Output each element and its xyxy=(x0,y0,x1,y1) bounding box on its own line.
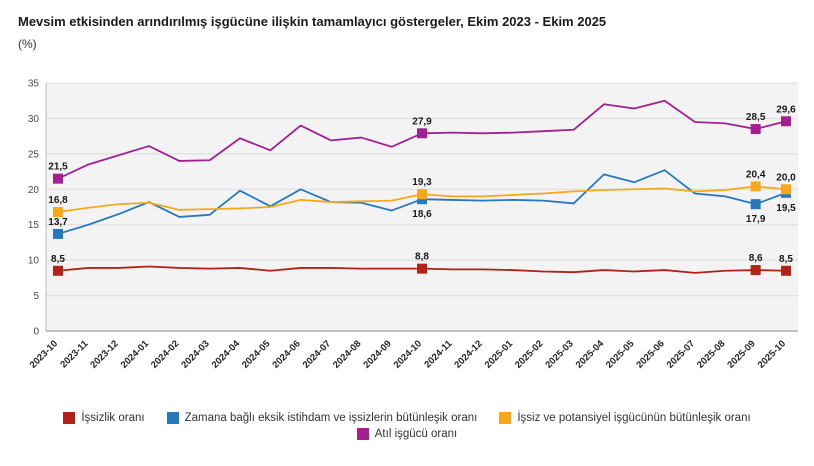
legend-item[interactable]: Atıl işgücü oranı xyxy=(356,428,458,440)
data-label: 20,0 xyxy=(776,172,796,183)
x-tick-label: 2025-01 xyxy=(483,338,516,371)
series-marker xyxy=(750,124,761,135)
x-tick-label: 2024-05 xyxy=(240,338,273,371)
data-label: 8,5 xyxy=(779,254,793,265)
legend-label: İşsizlik oranı xyxy=(81,412,145,424)
x-tick-label: 2024-02 xyxy=(149,338,181,370)
data-label: 29,6 xyxy=(776,104,796,115)
x-tick-label: 2025-10 xyxy=(756,338,788,370)
legend-row-1: İşsizlik oranı Zamana bağlı eksik istihda… xyxy=(0,412,814,424)
x-tick-label: 2023-11 xyxy=(58,338,91,371)
legend-label: Atıl işgücü oranı xyxy=(374,428,458,440)
data-label: 19,3 xyxy=(412,177,432,188)
series-marker xyxy=(750,199,761,210)
y-tick-label: 5 xyxy=(33,291,39,302)
x-tick-label: 2025-02 xyxy=(513,338,545,370)
data-label: 13,7 xyxy=(48,217,68,228)
x-tick-label: 2024-03 xyxy=(179,338,211,370)
x-axis: 2023-102023-112023-122024-012024-022024-… xyxy=(28,338,788,371)
legend-swatch xyxy=(166,412,179,424)
line-chart: 0 5 10 15 20 25 30 35 2023-10 2023-11 2023-12 2024-… xyxy=(0,53,814,408)
series-marker xyxy=(417,128,427,139)
x-tick-label: 2025-06 xyxy=(634,338,666,370)
series-marker xyxy=(417,263,427,274)
data-label: 18,6 xyxy=(412,209,432,220)
data-label: 17,9 xyxy=(746,214,766,225)
y-tick-label: 25 xyxy=(28,149,40,160)
x-tick-label: 2025-04 xyxy=(574,338,607,371)
series-marker xyxy=(417,189,427,200)
data-label: 19,5 xyxy=(776,203,796,214)
x-tick-label: 2024-07 xyxy=(301,338,333,370)
series-marker xyxy=(781,265,791,276)
x-tick-label: 2025-05 xyxy=(604,338,637,371)
series-marker xyxy=(53,173,63,184)
x-tick-label: 2024-11 xyxy=(422,338,455,371)
x-tick-label: 2023-12 xyxy=(88,338,120,370)
x-tick-label: 2024-10 xyxy=(392,338,424,370)
legend-item[interactable]: Zamana bağlı eksik istihdam ve işsizleri… xyxy=(166,412,478,424)
series-marker xyxy=(750,181,761,192)
chart-subtitle: (%) xyxy=(18,37,37,51)
y-tick-label: 10 xyxy=(28,256,40,267)
x-tick-label: 2025-09 xyxy=(725,338,757,370)
legend-swatch xyxy=(63,412,76,424)
data-label: 20,4 xyxy=(746,169,766,180)
chart-svg: 051015202530352023-102023-112023-122024-… xyxy=(28,79,798,371)
x-tick-label: 2024-09 xyxy=(361,338,393,370)
y-tick-label: 0 xyxy=(33,327,39,338)
series-marker xyxy=(53,228,63,239)
x-tick-label: 2024-06 xyxy=(270,338,302,370)
x-tick-label: 2024-01 xyxy=(119,338,152,371)
legend-swatch xyxy=(499,412,512,424)
legend-label: İşsiz ve potansiyel işgücünün bütünleşik… xyxy=(517,412,751,424)
series-marker xyxy=(781,116,791,127)
chart-title: Mevsim etkisinden arındırılmış işgücüne … xyxy=(18,14,607,29)
data-label: 16,8 xyxy=(48,195,68,206)
series-marker xyxy=(781,184,791,195)
legend-item[interactable]: İşsiz ve potansiyel işgücünün bütünleşik… xyxy=(499,412,751,424)
data-label: 8,6 xyxy=(749,253,763,264)
data-label: 8,5 xyxy=(51,254,65,265)
data-label: 8,8 xyxy=(415,252,429,263)
x-tick-label: 2024-12 xyxy=(452,338,484,370)
x-tick-label: 2024-04 xyxy=(210,338,243,371)
series-marker xyxy=(750,265,761,276)
legend: İşsizlik oranı Zamana bağlı eksik istihda… xyxy=(0,412,814,440)
legend-swatch xyxy=(356,428,369,440)
legend-row-2: Atıl işgücü oranı xyxy=(0,428,814,440)
legend-item[interactable]: İşsizlik oranı xyxy=(63,412,145,424)
x-tick-label: 2025-08 xyxy=(695,338,727,370)
y-tick-label: 20 xyxy=(28,185,40,196)
series-marker xyxy=(53,206,63,217)
x-tick-label: 2023-10 xyxy=(28,338,60,370)
y-axis: 0 5 10 15 20 25 30 35 xyxy=(28,79,798,338)
plot-area xyxy=(46,83,798,331)
x-tick-label: 2025-03 xyxy=(543,338,575,370)
x-tick-label: 2024-08 xyxy=(331,338,363,370)
y-tick-label: 15 xyxy=(28,220,40,231)
legend-label: Zamana bağlı eksik istihdam ve işsizleri… xyxy=(184,412,478,424)
data-label: 27,9 xyxy=(412,116,432,127)
data-label: 21,5 xyxy=(48,162,68,173)
y-tick-label: 30 xyxy=(28,114,40,125)
y-tick-label: 35 xyxy=(28,79,40,90)
x-tick-label: 2025-07 xyxy=(665,338,697,370)
series-marker xyxy=(53,265,63,276)
data-label: 28,5 xyxy=(746,112,766,123)
